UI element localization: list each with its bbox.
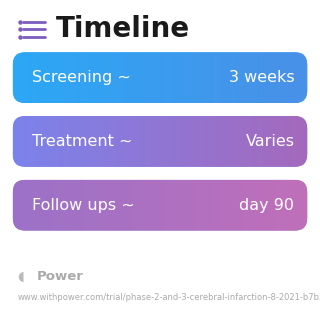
Text: www.withpower.com/trial/phase-2-and-3-cerebral-infarction-8-2021-b7b50: www.withpower.com/trial/phase-2-and-3-ce… bbox=[18, 293, 320, 302]
Text: Timeline: Timeline bbox=[56, 15, 190, 43]
Text: Power: Power bbox=[37, 270, 84, 283]
Text: Treatment ~: Treatment ~ bbox=[32, 134, 132, 149]
Text: day 90: day 90 bbox=[239, 198, 294, 213]
FancyBboxPatch shape bbox=[13, 116, 307, 167]
Text: Varies: Varies bbox=[245, 134, 294, 149]
FancyBboxPatch shape bbox=[13, 180, 307, 231]
Text: 3 weeks: 3 weeks bbox=[229, 70, 294, 85]
Text: ◖: ◖ bbox=[18, 270, 24, 283]
Text: Screening ~: Screening ~ bbox=[32, 70, 131, 85]
Text: Follow ups ~: Follow ups ~ bbox=[32, 198, 135, 213]
FancyBboxPatch shape bbox=[13, 52, 307, 103]
